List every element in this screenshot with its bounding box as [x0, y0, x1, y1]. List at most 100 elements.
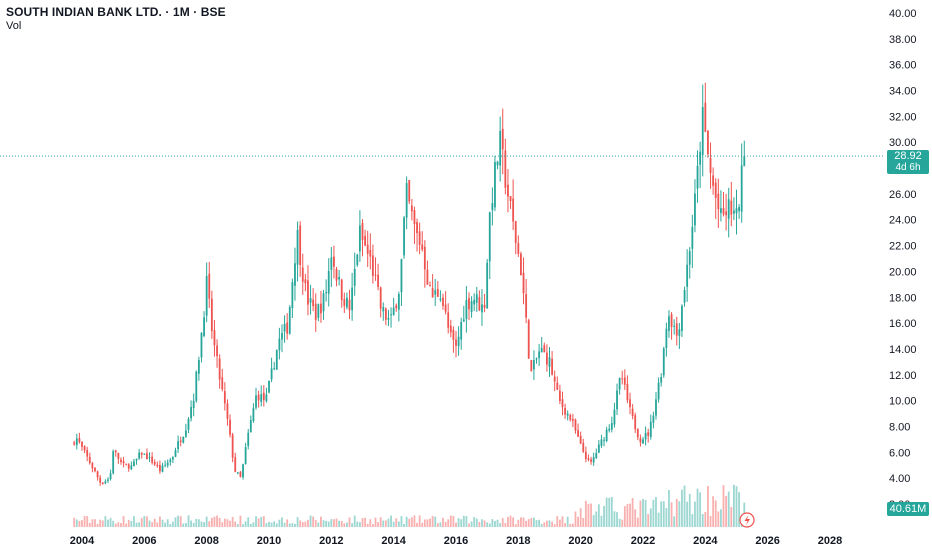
volume-bar: [600, 515, 603, 527]
volume-bar: [171, 521, 174, 527]
candle-body: [73, 442, 76, 445]
candles: [73, 82, 746, 486]
candle-body: [494, 161, 496, 208]
volume-bar: [226, 519, 229, 527]
candle-body: [447, 312, 450, 328]
candle-body: [681, 305, 683, 331]
volume-bar: [657, 512, 660, 527]
volume-bar: [384, 520, 387, 527]
candle-body: [743, 156, 746, 167]
candle-body: [470, 301, 473, 313]
volume-bar: [673, 516, 676, 527]
candle-body: [223, 391, 226, 404]
volume-bar: [127, 519, 130, 527]
volume-bar: [660, 501, 663, 527]
volume-bar: [91, 519, 94, 527]
candle-body: [351, 287, 354, 311]
candle-body: [171, 457, 174, 460]
candle-body: [400, 259, 403, 293]
volume-bar: [587, 503, 590, 527]
volume-bar: [735, 486, 738, 527]
candle-body: [130, 465, 133, 470]
volume-bar: [197, 519, 200, 527]
candle-body: [301, 267, 304, 282]
candle-body: [558, 390, 561, 401]
volume-bar: [301, 522, 304, 527]
price-axis[interactable]: 40.00 38.00 36.00 34.00 32.00 30.00 26.00 24.00…: [889, 8, 917, 511]
chart-title[interactable]: SOUTH INDIAN BANK LTD. · 1M · BSE: [6, 5, 226, 19]
volume-bar: [114, 523, 117, 527]
candle-body: [78, 438, 81, 443]
candle-body: [662, 348, 665, 376]
volume-bar: [369, 519, 372, 527]
candle-body: [631, 408, 634, 417]
candle-body: [545, 352, 548, 365]
candle-body: [621, 378, 624, 380]
candle-body: [275, 350, 278, 370]
candle-body: [455, 339, 457, 346]
price-tick-label: 4.00: [889, 473, 910, 485]
candle-body: [125, 463, 128, 465]
volume-bar: [520, 517, 522, 527]
volume-bar: [683, 485, 686, 527]
price-tick-label: 38.00: [889, 34, 917, 46]
candle-body: [431, 288, 434, 298]
candle-body: [481, 304, 483, 313]
candle-body: [371, 255, 374, 276]
candle-body: [312, 299, 315, 307]
volume-bar: [496, 519, 499, 527]
candle-body: [249, 420, 252, 433]
volume-bar: [540, 523, 543, 527]
volume-bar: [348, 517, 351, 527]
volume-bar: [452, 515, 455, 527]
time-tick-label: 2028: [818, 535, 842, 547]
volume-bar: [553, 524, 556, 527]
candle-body: [649, 421, 652, 438]
candle-body: [533, 360, 535, 370]
volume-bar: [527, 519, 530, 527]
volume-bar: [548, 520, 551, 527]
candle-body: [540, 347, 543, 353]
volume-bar: [460, 519, 463, 527]
volume-bar: [299, 520, 302, 527]
candle-body: [595, 453, 598, 458]
volume-bar: [109, 517, 112, 527]
time-axis[interactable]: 2004 2006 2008 2010 2012 2014 2016 2018 2020 2022…: [70, 535, 842, 547]
candle-body: [436, 288, 439, 297]
volume-bar: [317, 522, 320, 527]
volume-bar: [192, 522, 195, 527]
candle-body: [691, 226, 694, 249]
volume-bar: [164, 522, 167, 527]
volume-bar: [242, 524, 244, 527]
volume-bar: [281, 517, 283, 527]
volume-bar: [429, 518, 431, 527]
candle-body: [644, 432, 647, 440]
candle-body: [652, 415, 655, 423]
volume-bar: [590, 503, 592, 527]
volume-bar: [387, 518, 390, 527]
volume-bar: [416, 522, 418, 527]
candle-body: [616, 390, 618, 410]
volume-bar: [584, 500, 587, 527]
candle-body: [668, 316, 670, 331]
candle-body: [340, 279, 343, 301]
candle-body: [377, 274, 379, 287]
candle-body: [592, 457, 595, 463]
candle-body: [148, 457, 151, 459]
candle-body: [307, 280, 309, 305]
flash-icon[interactable]: [739, 512, 755, 528]
price-tick-label: 24.00: [889, 215, 917, 227]
candle-body: [179, 440, 182, 442]
volume-bar: [738, 492, 741, 527]
volume-indicator-label[interactable]: Vol: [6, 20, 22, 32]
volume-bar: [517, 519, 520, 527]
volume-bar: [151, 522, 154, 527]
volume-bar: [343, 523, 346, 527]
volume-bar: [309, 515, 312, 527]
volume-bar: [408, 518, 411, 527]
candle-body: [444, 304, 447, 312]
candle-body: [618, 377, 621, 390]
volume-bar: [475, 518, 478, 527]
candle-body: [403, 217, 405, 256]
